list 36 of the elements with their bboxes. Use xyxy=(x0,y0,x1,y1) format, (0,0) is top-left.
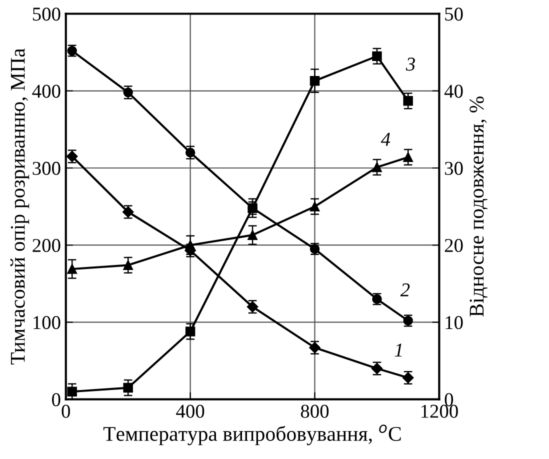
point xyxy=(372,162,382,172)
y-tick-label: 300 xyxy=(32,162,60,175)
y2-tick-label: 20 xyxy=(444,238,463,252)
y-tick-label: 0 xyxy=(52,393,60,406)
x-tick-label: 0 xyxy=(62,404,70,418)
point xyxy=(372,51,382,62)
point xyxy=(310,76,320,86)
y-tick-label: 100 xyxy=(34,316,60,330)
series-label: 4 xyxy=(380,132,390,146)
y2-tick-label: 10 xyxy=(446,316,463,330)
point xyxy=(67,264,77,274)
y-axis-title: Тимчасовий опір розриванню, МПа xyxy=(10,48,30,365)
x-tick-label: 800 xyxy=(300,404,329,418)
point xyxy=(403,96,413,106)
point xyxy=(67,386,77,396)
y-tick-label: 200 xyxy=(32,238,60,252)
point xyxy=(248,230,258,240)
point xyxy=(123,382,133,393)
x-axis-title: Температура випробовування, $^{o}$C xyxy=(103,424,401,446)
point xyxy=(123,260,133,270)
y2-tick-label: 0 xyxy=(444,393,454,406)
series-label: 1 xyxy=(394,344,402,356)
series-label: 3 xyxy=(406,58,415,71)
y-tick-label: 400 xyxy=(32,84,60,98)
y2-tick-label: 50 xyxy=(445,8,463,21)
point xyxy=(403,152,413,162)
point xyxy=(185,240,196,250)
y2-axis-title: Відносне подовження, % xyxy=(470,96,488,317)
series-label: 2 xyxy=(400,283,410,296)
x-tick-label: 1200 xyxy=(421,404,458,418)
point xyxy=(310,202,320,212)
y2-tick-label: 40 xyxy=(444,84,463,98)
y2-tick-label: 30 xyxy=(444,162,463,175)
x-tick-label: 400 xyxy=(176,404,204,418)
y-tick-label: 500 xyxy=(32,8,60,21)
point xyxy=(185,326,196,336)
